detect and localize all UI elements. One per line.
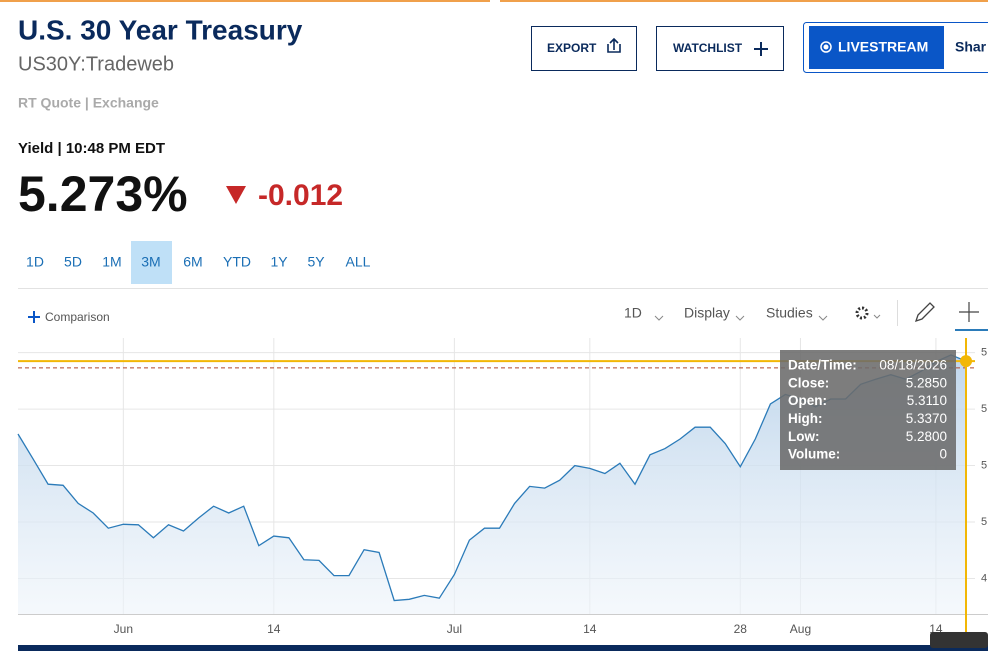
crosshair-dot <box>960 355 972 368</box>
symbol: US30Y:Tradeweb <box>18 53 174 75</box>
interval[interactable]: 1D <box>624 305 642 321</box>
settings-icon[interactable] <box>855 306 869 320</box>
y-tick-label: 4.9 <box>981 572 988 584</box>
tooltip-label: Open: <box>788 393 827 408</box>
caret <box>654 315 664 321</box>
y-tick-label: 5.2 <box>981 403 988 415</box>
tooltip-value: 0 <box>939 447 947 462</box>
range-tab[interactable]: 1D <box>26 254 44 270</box>
source: RT Quote | Exchange <box>18 95 159 111</box>
tab-selected <box>131 241 172 284</box>
tooltip-label: Low: <box>788 429 820 444</box>
caret <box>735 315 745 321</box>
y-tick-label: 5.1 <box>981 459 988 471</box>
down-arrow <box>226 186 246 204</box>
export-label[interactable]: EXPORT <box>547 41 597 55</box>
x-tick-label: 14 <box>267 622 281 636</box>
x-tick-label: 14 <box>583 622 597 636</box>
date-flag <box>930 632 988 648</box>
range-tab[interactable]: 1M <box>102 254 121 270</box>
comparison[interactable]: Comparison <box>45 310 110 324</box>
scrollbar <box>18 645 988 651</box>
tooltip-value: 5.2800 <box>906 429 947 444</box>
tooltip-value: 5.3370 <box>906 411 947 426</box>
livestream-label[interactable]: LIVESTREAM <box>838 39 928 55</box>
range-tab[interactable]: 3M <box>141 254 160 270</box>
range-tabs: 1D 5D 1M 3M 6M YTD 1Y 5Y ALL <box>26 241 371 284</box>
display[interactable]: Display <box>684 305 730 321</box>
range-tab[interactable]: YTD <box>223 254 251 270</box>
y-tick-label: 5 <box>981 516 987 528</box>
x-tick-label: Jul <box>447 622 462 636</box>
tooltip-label: Date/Time: <box>788 358 857 373</box>
export-button[interactable] <box>531 26 637 71</box>
tooltip <box>780 350 956 470</box>
watchlist-label[interactable]: WATCHLIST <box>673 41 743 55</box>
tooltip-value: 5.2850 <box>906 375 947 390</box>
last-price: 5.273% <box>18 166 188 222</box>
tooltip-label: Volume: <box>788 447 840 462</box>
caret <box>818 315 828 321</box>
quote-label: Yield | 10:48 PM EDT <box>18 140 165 157</box>
y-tick-label: 5.3 <box>981 347 988 359</box>
share-label[interactable]: Shar <box>955 39 987 55</box>
crosshair-icon[interactable] <box>959 302 979 322</box>
x-tick-label: Aug <box>790 622 811 636</box>
area <box>18 354 966 614</box>
export-icon <box>607 37 621 53</box>
tooltip-label: Close: <box>788 375 829 390</box>
x-tick-label: Jun <box>114 622 133 636</box>
range-tab[interactable]: 6M <box>183 254 202 270</box>
tooltip-value: 5.3110 <box>907 393 947 408</box>
title: U.S. 30 Year Treasury <box>18 14 303 45</box>
tooltip-label: High: <box>788 411 823 426</box>
range-tab[interactable]: ALL <box>346 254 371 270</box>
comparison-plus <box>28 311 40 323</box>
range-tab[interactable]: 5D <box>64 254 82 270</box>
plus-icon <box>754 42 768 56</box>
caret <box>873 314 881 319</box>
tooltip-value: 08/18/2026 <box>879 358 947 373</box>
chart: 4.955.15.25.3Jun14Jul1428Aug14Date/Time:… <box>17 338 988 640</box>
x-tick-label: 28 <box>734 622 748 636</box>
change: -0.012 <box>258 179 343 212</box>
range-tab[interactable]: 1Y <box>270 254 288 270</box>
live-icon <box>820 41 832 53</box>
range-tab[interactable]: 5Y <box>307 254 325 270</box>
live-dot <box>823 44 829 50</box>
draw-icon[interactable] <box>914 302 935 323</box>
studies[interactable]: Studies <box>766 305 813 321</box>
